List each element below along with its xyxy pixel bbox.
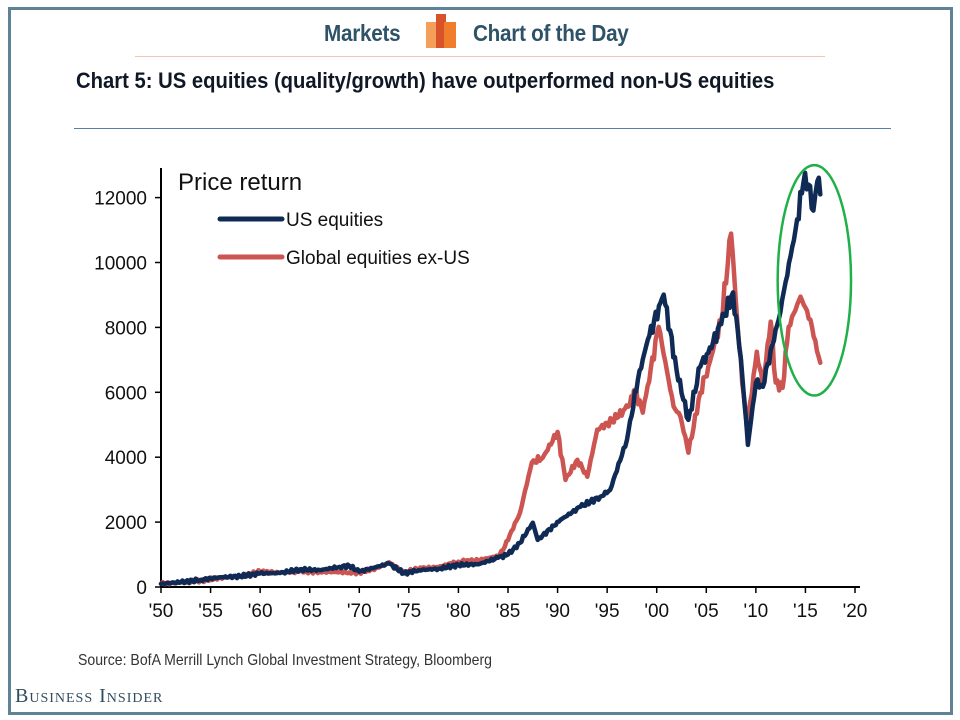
y-tick-label: 6000 bbox=[105, 383, 147, 404]
x-tick-label: '20 bbox=[843, 601, 868, 622]
series-line-global-equities-ex-us bbox=[158, 231, 823, 587]
x-tick-label: '65 bbox=[297, 601, 322, 622]
y-tick-label: 8000 bbox=[105, 318, 147, 339]
business-insider-logo: Business Insider bbox=[15, 685, 164, 707]
x-tick-label: '70 bbox=[347, 601, 372, 622]
logo-bar-1 bbox=[426, 22, 438, 48]
price-return-label: Price return bbox=[178, 169, 302, 196]
x-tick-label: '80 bbox=[446, 601, 471, 622]
x-tick-label: '55 bbox=[198, 601, 223, 622]
x-tick-label: '75 bbox=[396, 601, 421, 622]
x-tick-label: '05 bbox=[694, 601, 719, 622]
legend-label-us: US equities bbox=[286, 210, 383, 231]
y-tick-label: 0 bbox=[136, 578, 147, 599]
x-tick-label: '95 bbox=[595, 601, 620, 622]
x-ticks: '50 '55 '60 '65 '70 '75 '80 '85 '90 '95 '00 '05 '10 '… bbox=[149, 587, 868, 622]
chart-title: Chart 5: US equities (quality/growth) ha… bbox=[76, 68, 775, 93]
logo-bar-2 bbox=[436, 14, 446, 48]
y-tick-label: 2000 bbox=[105, 513, 147, 534]
legend-label-global: Global equities ex-US bbox=[286, 248, 470, 269]
y-tick-label: 10000 bbox=[94, 254, 147, 275]
header-divider bbox=[135, 56, 825, 57]
chart-frame bbox=[8, 7, 953, 715]
x-tick-label: '60 bbox=[248, 601, 273, 622]
y-ticks: 0 2000 4000 6000 8000 10000 12000 bbox=[94, 189, 161, 599]
series-layer bbox=[158, 170, 823, 587]
y-tick-label: 4000 bbox=[105, 448, 147, 469]
x-tick-label: '85 bbox=[496, 601, 521, 622]
title-divider bbox=[74, 128, 891, 129]
x-tick-label: '90 bbox=[545, 601, 570, 622]
section-label: Markets bbox=[324, 20, 401, 46]
source-note: Source: BofA Merrill Lynch Global Invest… bbox=[78, 652, 492, 669]
highlight-ellipse bbox=[776, 163, 853, 397]
logo-bar-3 bbox=[444, 22, 456, 48]
x-tick-label: '00 bbox=[644, 601, 669, 622]
y-tick-label: 12000 bbox=[94, 189, 147, 210]
bar-chart-logo-icon bbox=[426, 14, 456, 48]
series-line-us-equities bbox=[158, 170, 823, 587]
x-tick-label: '50 bbox=[149, 601, 174, 622]
header: Markets Chart of the Day bbox=[0, 14, 960, 54]
legend: US equities Global equities ex-US bbox=[217, 210, 470, 269]
x-tick-label: '10 bbox=[743, 601, 768, 622]
series-label: Chart of the Day bbox=[473, 20, 629, 46]
axes: 0 2000 4000 6000 8000 10000 12000 '50 '55 '60 '65… bbox=[94, 168, 867, 622]
x-tick-label: '15 bbox=[793, 601, 818, 622]
